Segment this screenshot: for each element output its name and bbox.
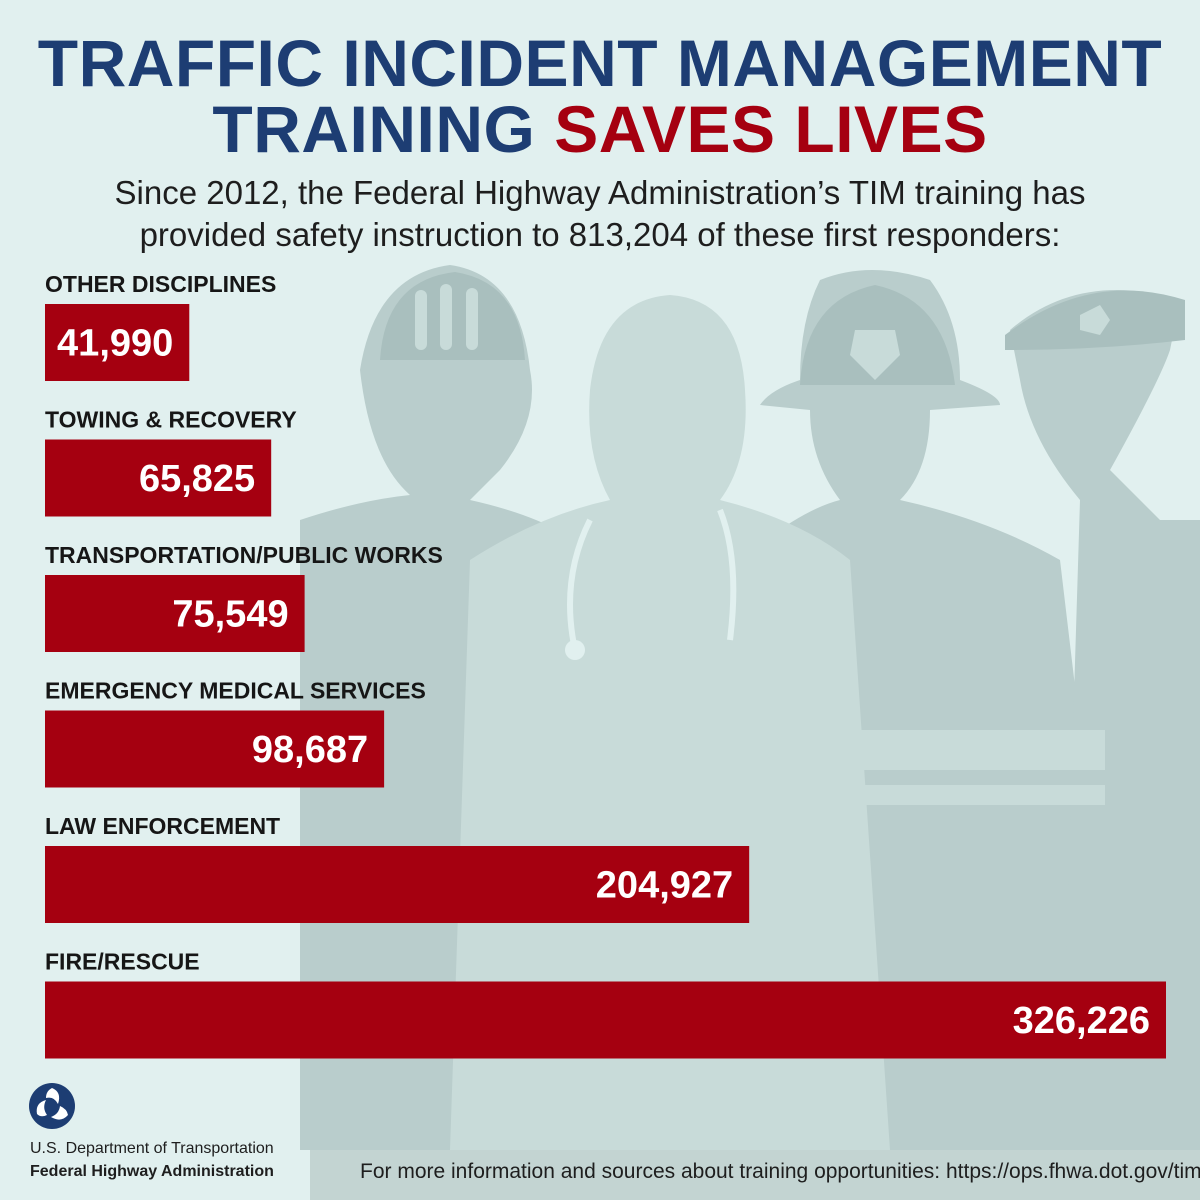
agency-dept: U.S. Department of Transportation — [30, 1140, 274, 1157]
subtitle-line-1: Since 2012, the Federal Highway Administ… — [114, 174, 1086, 211]
bar-value-label: 204,927 — [596, 865, 733, 907]
bar-value-label: 41,990 — [57, 323, 173, 365]
title-line-1: TRAFFIC INCIDENT MANAGEMENT — [37, 26, 1163, 100]
title-line-2: TRAINING SAVES LIVES — [0, 96, 1200, 162]
footer-band — [310, 1150, 1200, 1200]
bar — [45, 575, 305, 652]
bar-value-label: 98,687 — [252, 729, 368, 771]
agency-block: U.S. Department of Transportation Federa… — [30, 1138, 320, 1184]
category-label: OTHER DISCIPLINES — [45, 271, 276, 297]
dot-triskelion-logo-icon — [29, 1083, 75, 1129]
category-label: LAW ENFORCEMENT — [45, 813, 280, 839]
bar-value-label: 326,226 — [1013, 1000, 1150, 1042]
page-title: TRAFFIC INCIDENT MANAGEMENT TRAINING SAV… — [0, 30, 1200, 162]
bar — [45, 439, 272, 517]
bar-value-label: 75,549 — [172, 594, 288, 636]
category-label: FIRE/RESCUE — [45, 949, 200, 975]
subtitle-line-2: provided safety instruction to 813,204 o… — [139, 216, 1061, 253]
bar — [45, 981, 1166, 1059]
category-label: TOWING & RECOVERY — [45, 407, 297, 433]
bar — [45, 846, 750, 923]
bar — [45, 304, 190, 381]
footer-info-text: For more information and sources about t… — [360, 1160, 1200, 1183]
bar-value-label: 65,825 — [139, 458, 255, 500]
bar — [45, 710, 385, 788]
category-label: TRANSPORTATION/PUBLIC WORKS — [45, 542, 443, 568]
subtitle: Since 2012, the Federal Highway Administ… — [0, 172, 1200, 256]
title-accent: SAVES LIVES — [554, 92, 988, 166]
title-line-2-prefix: TRAINING — [212, 92, 555, 166]
agency-admin: Federal Highway Administration — [30, 1163, 274, 1180]
category-label: EMERGENCY MEDICAL SERVICES — [45, 678, 426, 704]
